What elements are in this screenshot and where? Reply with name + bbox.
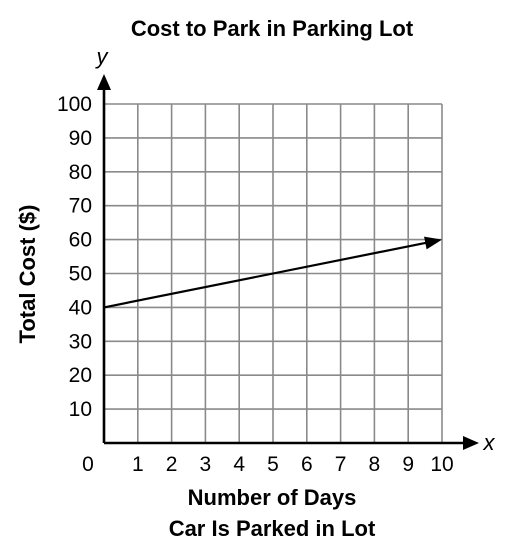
y-tick-label: 20	[69, 364, 92, 387]
x-tick-label: 6	[301, 453, 313, 476]
x-tick-label: 10	[430, 453, 453, 476]
x-tick-label: 3	[200, 453, 212, 476]
y-tick-label: 70	[69, 195, 92, 218]
x-axis-label-line-1: Number of Days	[188, 485, 357, 510]
y-tick-label: 60	[69, 229, 92, 252]
x-tick-label: 1	[132, 453, 144, 476]
y-tick-label: 30	[69, 330, 92, 353]
x-tick-label: 9	[402, 453, 414, 476]
y-axis-arrowhead	[97, 74, 111, 90]
y-tick-label: 80	[69, 161, 92, 184]
grid	[104, 103, 443, 443]
x-tick-label: 0	[82, 453, 94, 476]
x-tick-label: 5	[267, 453, 279, 476]
axes	[97, 74, 479, 450]
x-tick-label: 4	[233, 453, 245, 476]
x-axis-label-line-2: Car Is Parked in Lot	[169, 516, 376, 541]
x-axis-variable: x	[483, 430, 496, 455]
chart-title: Cost to Park in Parking Lot	[131, 16, 414, 41]
y-tick-label: 100	[57, 93, 92, 116]
y-tick-label: 90	[69, 127, 92, 150]
x-tick-label: 7	[335, 453, 347, 476]
x-tick-label: 8	[369, 453, 381, 476]
series	[103, 236, 442, 309]
y-axis-variable: y	[95, 44, 110, 69]
x-tick-label: 2	[166, 453, 178, 476]
series-arrowhead	[424, 236, 442, 250]
series-line	[103, 241, 428, 309]
y-tick-label: 50	[69, 263, 92, 286]
y-axis-label: Total Cost ($)	[15, 205, 40, 344]
x-axis-arrowhead	[463, 436, 479, 450]
y-tick-label: 10	[69, 398, 92, 421]
tick-labels: 0 1 2 3 4 5 6 7 8 9 10 10 20 30 40 50 60 70 80 90 100	[57, 93, 454, 476]
y-tick-label: 40	[69, 296, 92, 319]
